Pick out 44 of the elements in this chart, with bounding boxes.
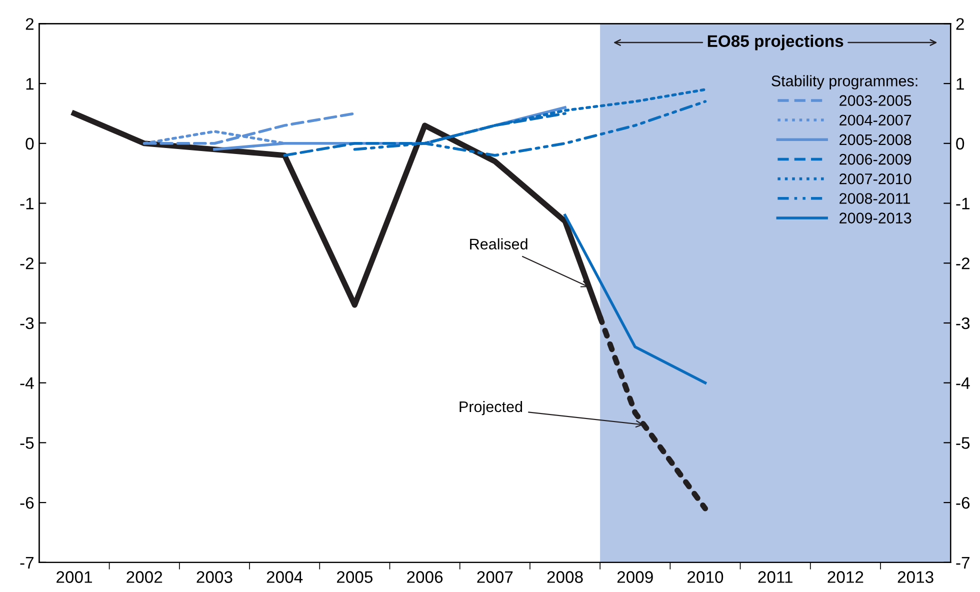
x-tick-label: 2001 bbox=[56, 571, 92, 583]
y2-tick-label: -7 bbox=[956, 556, 970, 568]
annotation: Projected bbox=[460, 400, 522, 416]
y-tick-label: -3 bbox=[20, 317, 34, 330]
x-tick-label: 2013 bbox=[898, 571, 934, 583]
y-tick-label: -5 bbox=[20, 437, 34, 449]
x-tick-label: 2006 bbox=[407, 571, 443, 583]
legend-label: 2008-2011 bbox=[840, 193, 910, 204]
legend-label: 2003-2005 bbox=[840, 95, 912, 106]
legend-label: 2006-2009 bbox=[840, 154, 912, 165]
x-tick-label: 2007 bbox=[477, 571, 513, 583]
y2-tick-label: -6 bbox=[956, 496, 970, 509]
x-tick-label: 2004 bbox=[266, 571, 303, 583]
legend-title: Stability programmes: bbox=[772, 75, 918, 90]
y-tick-label: -6 bbox=[20, 496, 34, 509]
x-tick-label: 2002 bbox=[126, 571, 162, 583]
annotation: Realised bbox=[470, 238, 528, 250]
y2-tick-label: -4 bbox=[956, 377, 970, 389]
band-label: EO85 projections bbox=[708, 34, 844, 50]
y2-tick-label: -3 bbox=[956, 317, 970, 330]
x-tick-label: 2011 bbox=[758, 571, 792, 583]
x-tick-label: 2009 bbox=[617, 571, 653, 583]
legend-label: 2004-2007 bbox=[840, 114, 912, 126]
y-tick-label: -2 bbox=[20, 258, 34, 270]
y-tick-label: 2 bbox=[26, 18, 34, 30]
legend-label: 2009-2013 bbox=[840, 212, 912, 224]
y2-tick-label: 2 bbox=[956, 18, 964, 30]
y2-tick-label: -5 bbox=[956, 437, 970, 449]
y2-tick-label: 0 bbox=[956, 138, 964, 150]
y-tick-label: 0 bbox=[26, 138, 34, 150]
x-tick-label: 2008 bbox=[547, 571, 583, 583]
y-tick-label: -7 bbox=[20, 556, 34, 568]
legend-label: 2005-2008 bbox=[840, 134, 912, 146]
y-tick-label: -1 bbox=[20, 198, 34, 210]
x-tick-label: 2003 bbox=[196, 571, 232, 583]
x-tick-label: 2005 bbox=[336, 571, 373, 583]
y2-tick-label: -2 bbox=[956, 258, 970, 270]
y-tick-label: 1 bbox=[26, 78, 34, 90]
y2-tick-label: -1 bbox=[956, 198, 970, 210]
y2-tick-label: 1 bbox=[956, 78, 964, 90]
x-tick-label: 2012 bbox=[828, 571, 864, 583]
legend-label: 2007-2010 bbox=[840, 173, 912, 184]
x-tick-label: 2010 bbox=[688, 571, 724, 583]
y-tick-label: -4 bbox=[20, 377, 34, 389]
